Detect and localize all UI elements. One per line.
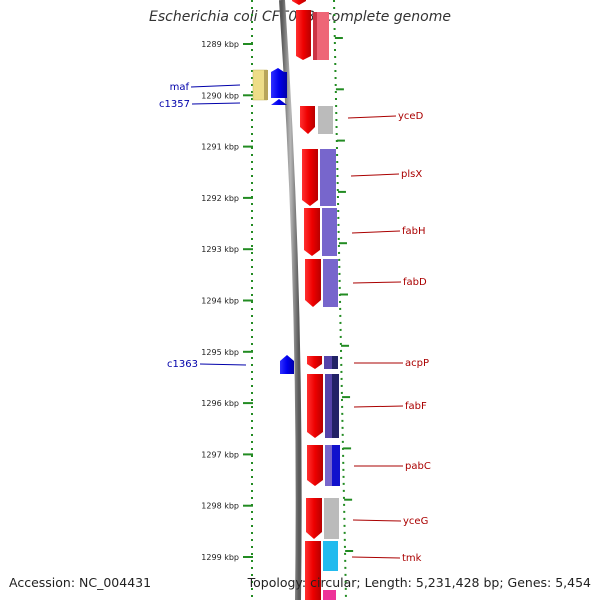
svg-text:maf: maf <box>170 82 190 93</box>
svg-text:pabC: pabC <box>405 461 431 472</box>
cog-box-fabH <box>322 208 337 256</box>
accession-text: Accession: NC_004431 <box>9 575 152 590</box>
cog-box-top-dark <box>313 12 317 60</box>
cog-box-tmk <box>323 541 338 571</box>
gene-top-2 <box>296 10 311 60</box>
genome-backbone <box>279 0 302 600</box>
ruler-tick-label: 1290 kbp <box>201 91 239 100</box>
topology-text: Topology: circular; Length: 5,231,428 bp… <box>247 575 591 590</box>
cog-box-bottom <box>323 590 336 600</box>
label-tmk[interactable]: tmk <box>351 553 422 564</box>
gene-pabC <box>307 445 323 486</box>
ruler-ticks: 1289 kbp 1290 kbp 1291 kbp 1292 kbp 1293 kbp… <box>201 37 354 562</box>
svg-text:yceD: yceD <box>398 111 424 122</box>
cog-box-maf-dark <box>264 70 268 100</box>
label-c1357[interactable]: c1357 <box>159 99 241 110</box>
gene-c1363 <box>280 355 294 374</box>
cog-box-fabF-dark <box>332 374 339 438</box>
gene-plsX <box>302 149 318 206</box>
label-pabC[interactable]: pabC <box>354 461 431 472</box>
svg-text:fabD: fabD <box>403 277 427 288</box>
ruler-tick-label: 1292 kbp <box>201 194 239 203</box>
cog-box-plsX <box>320 149 336 206</box>
gene-maf <box>271 68 287 98</box>
svg-text:c1357: c1357 <box>159 99 190 110</box>
ruler-tick-label: 1299 kbp <box>201 553 239 562</box>
svg-text:fabH: fabH <box>402 226 426 237</box>
cog-box-pabC <box>325 445 332 486</box>
label-fabD[interactable]: fabD <box>352 277 427 288</box>
label-yceG[interactable]: yceG <box>352 516 428 527</box>
ruler-tick-label: 1289 kbp <box>201 40 239 49</box>
gene-top-1 <box>292 0 306 5</box>
cog-box-yceD <box>318 106 333 134</box>
label-plsX[interactable]: plsX <box>350 169 422 180</box>
label-maf[interactable]: maf <box>170 82 241 93</box>
svg-text:yceG: yceG <box>403 516 428 527</box>
label-c1363[interactable]: c1363 <box>167 359 247 370</box>
svg-text:fabF: fabF <box>405 401 427 412</box>
cog-box-fabD <box>323 259 338 307</box>
label-acpP[interactable]: acpP <box>354 358 429 369</box>
label-yceD[interactable]: yceD <box>347 111 424 122</box>
label-fabH[interactable]: fabH <box>351 226 426 237</box>
svg-text:c1363: c1363 <box>167 359 198 370</box>
cog-box-yceG <box>324 498 339 539</box>
ruler-tick-label: 1296 kbp <box>201 399 239 408</box>
svg-text:tmk: tmk <box>402 553 422 564</box>
gene-fabD <box>305 259 321 307</box>
gene-tmk <box>305 541 321 600</box>
ruler-tick-label: 1294 kbp <box>201 297 239 306</box>
svg-text:acpP: acpP <box>405 358 429 369</box>
label-fabF[interactable]: fabF <box>353 401 427 412</box>
cog-box-pabC-blue <box>332 445 340 486</box>
ruler-tick-label: 1293 kbp <box>201 245 239 254</box>
ruler-tick-label: 1291 kbp <box>201 143 239 152</box>
gene-c1357 <box>271 99 287 105</box>
gene-yceD <box>300 106 315 134</box>
gene-fabF <box>307 374 323 438</box>
cog-box-acpP-dark <box>332 356 338 369</box>
ruler-tick-label: 1295 kbp <box>201 348 239 357</box>
ruler-tick-label: 1297 kbp <box>201 450 239 459</box>
gene-yceG <box>306 498 322 539</box>
svg-text:plsX: plsX <box>401 169 422 180</box>
ruler-tick-label: 1298 kbp <box>201 502 239 511</box>
gene-fabH <box>304 208 320 256</box>
gene-acpP <box>307 356 322 369</box>
